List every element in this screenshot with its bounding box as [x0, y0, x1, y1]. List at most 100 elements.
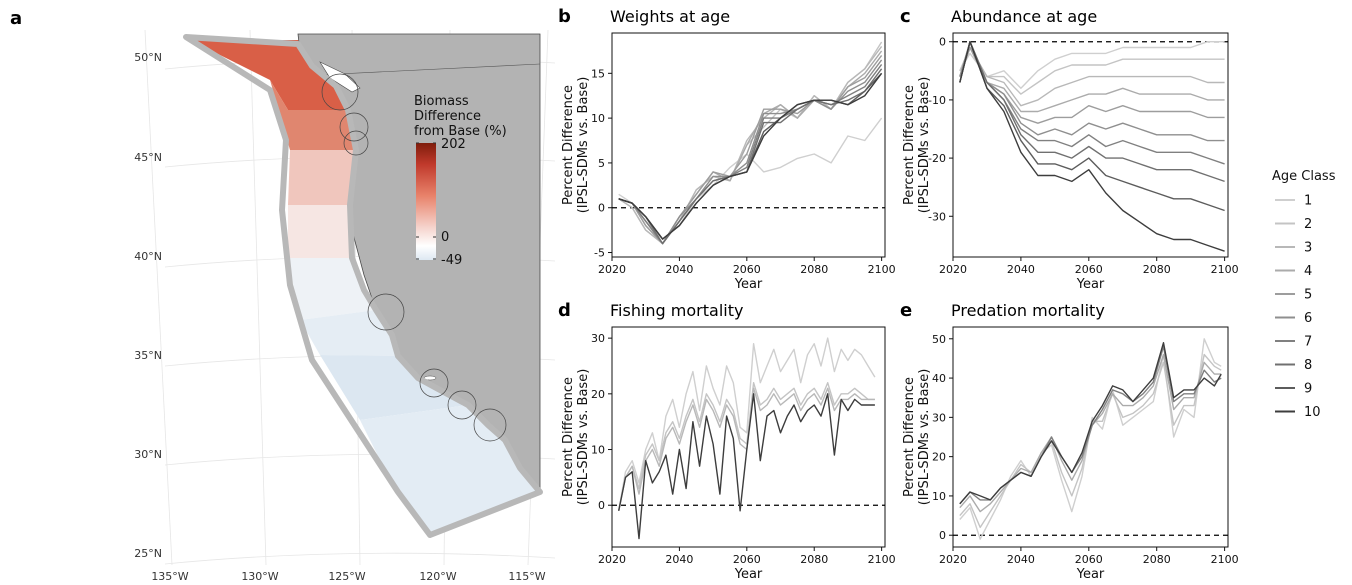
x-tick-label: 2040: [1007, 553, 1035, 566]
model-region: [320, 355, 468, 420]
series-line-age-4: [959, 46, 1225, 113]
series-line-age-3: [959, 46, 1225, 107]
x-tick-label: 2060: [733, 553, 761, 566]
panel-title: Abundance at age: [951, 7, 1097, 26]
y-tick-label: 20: [591, 388, 605, 401]
series-line-age-10: [618, 393, 875, 540]
y-tick-label: 20: [932, 451, 946, 464]
age-class-legend: Age Class 1 2 3 4 5 6 7 8 9 10: [1272, 169, 1336, 420]
legend-label: 2: [1304, 217, 1312, 232]
series-line-age-1: [959, 338, 1222, 540]
map-legend-title-line: Biomass: [414, 94, 469, 109]
x-tick-label: 2060: [1075, 263, 1103, 276]
graticule-lon-line: [144, 29, 173, 566]
x-tick-label: 2040: [1007, 263, 1035, 276]
series-line-age-1: [618, 337, 876, 511]
x-tick-label: 2040: [665, 263, 693, 276]
x-axis-label: Year: [734, 567, 763, 582]
x-tick-label: 2040: [665, 553, 693, 566]
legend-label: 8: [1304, 358, 1312, 373]
y-tick-label: 10: [932, 490, 946, 503]
model-region: [288, 150, 356, 205]
legend-label: 5: [1304, 288, 1312, 303]
x-tick-label: 2020: [598, 553, 626, 566]
colorbar: [416, 143, 436, 260]
panel-letter-a: a: [10, 8, 22, 29]
panel-title: Predation mortality: [951, 301, 1105, 320]
map-lon-label: 115°W: [508, 570, 545, 583]
x-axis-label: Year: [1076, 567, 1105, 582]
panel-c: c Abundance at age 2020 2040 2060 2080 2100 -30…: [900, 6, 1239, 292]
legend-label: 3: [1304, 241, 1312, 256]
model-boundary: [183, 34, 543, 538]
coastal-circle: [473, 408, 507, 442]
x-axis-label: Year: [1076, 277, 1105, 292]
model-region: [270, 80, 356, 150]
y-axis-label-line: Percent Difference: [561, 85, 576, 205]
legend-label: 1: [1304, 194, 1312, 209]
legend-label: 9: [1304, 382, 1312, 397]
map-lat-label: 50°N: [134, 51, 162, 64]
coastal-circle: [343, 130, 369, 156]
series-line-age-10: [959, 41, 1225, 252]
series-line-age-10: [959, 342, 1222, 505]
panel-title: Weights at age: [610, 7, 730, 26]
x-tick-label: 2060: [1075, 553, 1103, 566]
y-axis-label: Percent Difference(IPSL-SDMs vs. Base): [902, 369, 932, 506]
legend-title: Age Class: [1272, 169, 1336, 184]
x-tick-label: 2060: [733, 263, 761, 276]
map-lat-label: 40°N: [134, 250, 162, 263]
y-axis-label: Percent Difference(IPSL-SDMs vs. Base): [561, 77, 591, 214]
map-legend-title-line: Difference: [414, 109, 481, 124]
x-tick-label: 2020: [939, 553, 967, 566]
x-tick-label: 2020: [939, 263, 967, 276]
y-axis-label: Percent Difference(IPSL-SDMs vs. Base): [561, 369, 591, 506]
graticule-lon-line: [249, 29, 267, 566]
y-axis-label-line: (IPSL-SDMs vs. Base): [576, 77, 591, 214]
y-axis-label-line: Percent Difference: [902, 85, 917, 205]
x-tick-label: 2080: [800, 553, 828, 566]
y-tick-label: -20: [928, 152, 946, 165]
y-tick-label: 50: [932, 333, 946, 346]
coastal-circle: [447, 390, 477, 420]
y-tick-label: 10: [591, 112, 605, 125]
y-axis-label-line: (IPSL-SDMs vs. Base): [917, 77, 932, 214]
series-line-age-1: [959, 41, 1225, 90]
model-region: [288, 258, 376, 320]
map-lon-label: 120°W: [419, 570, 456, 583]
y-axis-label-line: (IPSL-SDMs vs. Base): [917, 369, 932, 506]
map-legend-title-line: from Base (%): [414, 124, 507, 139]
x-axis-label: Year: [734, 277, 763, 292]
x-tick-label: 2100: [1211, 553, 1239, 566]
y-axis-label-line: (IPSL-SDMs vs. Base): [576, 369, 591, 506]
coastal-circle: [419, 368, 449, 398]
model-region: [190, 40, 348, 110]
y-tick-label: 0: [598, 499, 605, 512]
y-axis-label: Percent Difference(IPSL-SDMs vs. Base): [902, 77, 932, 214]
x-tick-label: 2100: [868, 263, 896, 276]
series-line-age-10: [618, 72, 883, 240]
y-tick-label: -5: [594, 247, 605, 260]
colorbar-label-min: -49: [441, 253, 462, 268]
coastal-circle: [321, 73, 359, 111]
x-tick-label: 2100: [1211, 263, 1239, 276]
map-lat-label: 30°N: [134, 448, 162, 461]
map-lon-label: 125°W: [328, 570, 365, 583]
graticule-lat-line: [164, 552, 556, 565]
x-tick-label: 2080: [800, 263, 828, 276]
map-lon-label: 130°W: [241, 570, 278, 583]
plot-frame: [952, 32, 1229, 258]
island-shape: [319, 61, 361, 93]
y-axis-label-line: Percent Difference: [902, 377, 917, 497]
y-tick-label: 0: [939, 529, 946, 542]
colorbar-label-zero: 0: [441, 230, 449, 245]
y-tick-label: 40: [932, 372, 946, 385]
map-panel: a 50°N 45°N 40°N 35°N 30°N 25°N 135°W 130°W 125°W…: [10, 8, 556, 583]
y-tick-label: 30: [932, 411, 946, 424]
y-tick-label: -30: [928, 210, 946, 223]
map-lon-label: 135°W: [151, 570, 188, 583]
legend-label: 7: [1304, 335, 1312, 350]
plot-frame: [952, 326, 1229, 548]
x-tick-label: 2020: [598, 263, 626, 276]
